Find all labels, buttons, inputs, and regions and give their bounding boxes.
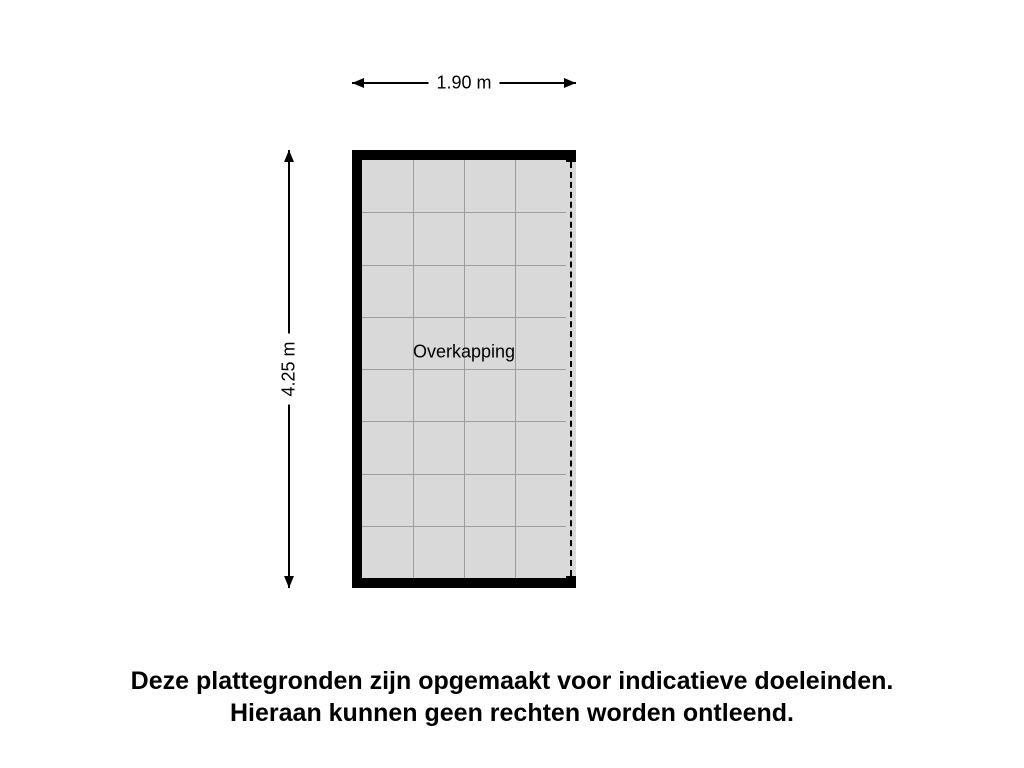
- disclaimer-text: Deze plattegronden zijn opgemaakt voor i…: [0, 665, 1024, 729]
- floorplan-room: Overkapping: [352, 150, 576, 588]
- arrow-up-icon: [284, 150, 294, 162]
- tile-grid: [362, 160, 566, 578]
- dimension-height-label: 4.25 m: [279, 333, 300, 404]
- arrow-down-icon: [284, 576, 294, 588]
- room-interior: Overkapping: [362, 160, 566, 578]
- room-label: Overkapping: [413, 342, 515, 363]
- arrow-left-icon: [352, 78, 364, 88]
- dimension-width-label: 1.90 m: [428, 73, 499, 94]
- floorplan-canvas: 1.90 m 4.25 m Overkapping Deze plattegro…: [0, 0, 1024, 768]
- open-wall-dashed: [570, 162, 572, 576]
- disclaimer-line-2: Hieraan kunnen geen rechten worden ontle…: [0, 697, 1024, 729]
- room-walls: Overkapping: [352, 150, 576, 588]
- arrow-right-icon: [564, 78, 576, 88]
- disclaimer-line-1: Deze plattegronden zijn opgemaakt voor i…: [0, 665, 1024, 697]
